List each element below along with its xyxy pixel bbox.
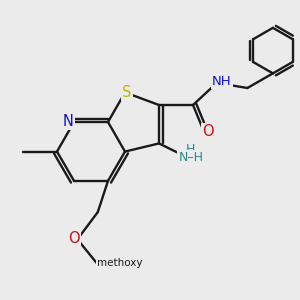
Text: O: O — [202, 124, 214, 140]
Text: N–H: N–H — [178, 151, 203, 164]
Text: methoxy: methoxy — [97, 259, 142, 269]
Text: NH: NH — [212, 75, 232, 88]
Text: O: O — [69, 231, 80, 246]
Text: H: H — [186, 143, 196, 156]
Text: S: S — [122, 85, 132, 100]
Text: N: N — [63, 113, 74, 128]
